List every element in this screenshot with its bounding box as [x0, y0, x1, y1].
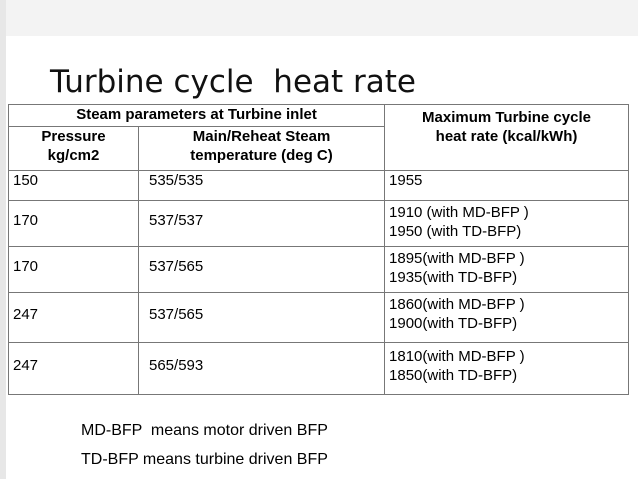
slide-title: Turbine cycle heat rate [50, 64, 417, 100]
heat-rate-line-md: 1860(with MD-BFP ) [389, 296, 525, 313]
table-row: 170 537/565 1895(with MD-BFP ) 1935(with… [8, 246, 630, 293]
temperature-cell: 565/593 [137, 342, 386, 395]
header-pressure-line-2: kg/cm2 [47, 147, 100, 164]
note-td-bfp: TD-BFP means turbine driven BFP [81, 451, 328, 468]
header-pressure: Pressure kg/cm2 [8, 126, 139, 171]
temperature-cell: 537/565 [137, 292, 386, 343]
table-row: 170 537/537 1910 (with MD-BFP ) 1950 (wi… [8, 200, 630, 247]
table-row: 247 537/565 1860(with MD-BFP ) 1900(with… [8, 292, 630, 343]
heat-rate-table: Steam parameters at Turbine inlet Maximu… [7, 104, 630, 395]
table-header-row-1: Steam parameters at Turbine inlet Maximu… [7, 104, 630, 171]
heat-rate-line-md: 1895(with MD-BFP ) [389, 250, 525, 267]
pressure-cell: 150 [8, 170, 139, 201]
table-header-row-2: Pressure kg/cm2 Main/Reheat Steam temper… [8, 126, 629, 171]
temperature-cell: 537/565 [137, 246, 386, 293]
heat-rate-cell: 1810(with MD-BFP ) 1850(with TD-BFP) [384, 342, 630, 395]
header-pressure-line-1: Pressure [41, 128, 106, 145]
heat-rate-line-md: 1810(with MD-BFP ) [389, 348, 525, 365]
heat-rate-line-td: 1900(with TD-BFP) [389, 315, 518, 332]
heat-rate-line-td: 1850(with TD-BFP) [389, 367, 518, 384]
slide-top-band [0, 0, 638, 36]
temperature-cell: 537/537 [137, 200, 386, 247]
note-md-bfp: MD-BFP means motor driven BFP [81, 422, 328, 439]
pressure-cell: 170 [8, 200, 139, 247]
header-temperature-line-2: temperature (deg C) [190, 147, 333, 164]
pressure-cell: 170 [8, 246, 139, 293]
table-row: 150 535/535 1955 [8, 170, 630, 201]
heat-rate-cell: 1895(with MD-BFP ) 1935(with TD-BFP) [384, 246, 630, 293]
header-temperature-line-1: Main/Reheat Steam [192, 128, 331, 145]
header-heat-rate: Maximum Turbine cycle heat rate (kcal/kW… [384, 104, 630, 171]
heat-rate-line-td: 1935(with TD-BFP) [389, 269, 518, 286]
table-row: 247 565/593 1810(with MD-BFP ) 1850(with… [8, 342, 630, 395]
slide-left-bar [0, 0, 6, 479]
heat-rate-line-md: 1910 (with MD-BFP ) [389, 204, 529, 221]
header-temperature: Main/Reheat Steam temperature (deg C) [137, 126, 386, 171]
heat-rate-line: 1955 [389, 172, 423, 189]
heat-rate-cell: 1955 [384, 170, 630, 201]
pressure-cell: 247 [8, 292, 139, 343]
heat-rate-cell: 1910 (with MD-BFP ) 1950 (with TD-BFP) [384, 200, 630, 247]
header-heat-rate-line-1: Maximum Turbine cycle [422, 109, 591, 126]
heat-rate-line-td: 1950 (with TD-BFP) [389, 223, 522, 240]
header-heat-rate-line-2: heat rate (kcal/kWh) [435, 128, 578, 145]
pressure-cell: 247 [8, 342, 139, 395]
heat-rate-cell: 1860(with MD-BFP ) 1900(with TD-BFP) [384, 292, 630, 343]
temperature-cell: 535/535 [137, 170, 386, 201]
group-header-steam-parameters: Steam parameters at Turbine inlet [7, 104, 386, 127]
